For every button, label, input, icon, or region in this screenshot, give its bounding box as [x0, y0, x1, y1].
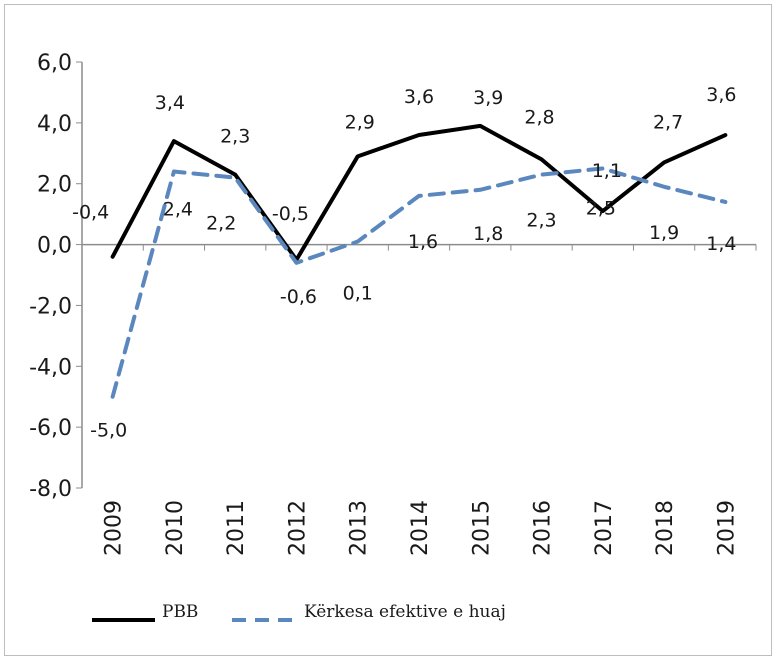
- data-labels: -0,4 3,4 2,3 -0,5 2,9 3,6 3,9 2,8 1,1 2,7 3,6 -5,0 2…: [72, 84, 736, 442]
- data-label-pbb: 3,4: [155, 92, 185, 114]
- data-label-pbb: 3,6: [706, 84, 736, 106]
- series-line-kerkesa: [110, 166, 728, 399]
- x-tick-label: 2019: [714, 500, 739, 556]
- data-label-kerkesa: 2,3: [526, 210, 556, 232]
- legend-label-pbb: PBB: [162, 602, 198, 622]
- y-tick-label: 2,0: [37, 173, 72, 198]
- data-label-pbb: 3,9: [473, 87, 503, 109]
- data-label-pbb: 2,3: [220, 126, 250, 148]
- legend: PBB Kërkesa efektive e huaj: [92, 602, 506, 622]
- x-tick-label: 2015: [469, 500, 494, 556]
- data-label-pbb: 2,8: [524, 106, 554, 128]
- series-lines: [110, 123, 728, 399]
- data-label-pbb: -0,5: [272, 203, 309, 225]
- x-tick-label: 2010: [163, 500, 188, 556]
- data-label-pbb: 2,7: [653, 111, 683, 133]
- data-label-kerkesa: 1,6: [408, 231, 438, 253]
- data-label-kerkesa: -0,6: [280, 286, 317, 308]
- data-label-kerkesa: 2,2: [206, 213, 236, 235]
- x-tick-label: 2018: [653, 500, 678, 556]
- x-tick-label: 2016: [531, 500, 556, 556]
- x-tick-label: 2012: [285, 500, 310, 556]
- x-tick-label: 2017: [592, 500, 617, 556]
- data-label-pbb: 3,6: [404, 86, 434, 108]
- data-label-kerkesa: 1,4: [706, 233, 736, 255]
- x-axis-ticks: 2009 2010 2011 2012 2013 2014 2015 2016 2017 2018…: [102, 500, 740, 556]
- data-label-pbb: -0,4: [72, 202, 109, 224]
- series-line-pbb: [110, 123, 728, 262]
- data-label-pbb: 2,9: [345, 111, 375, 133]
- data-label-kerkesa: 2,5: [586, 198, 616, 220]
- data-label-kerkesa: -5,0: [90, 420, 127, 442]
- y-tick-label: 0,0: [37, 234, 72, 259]
- data-label-kerkesa: 1,8: [473, 223, 503, 245]
- y-tick-label: -2,0: [29, 294, 72, 319]
- y-tick-label: -8,0: [29, 477, 72, 502]
- x-tick-label: 2009: [102, 500, 127, 556]
- legend-label-kerkesa: Kërkesa efektive e huaj: [304, 602, 506, 622]
- data-label-kerkesa: 2,4: [163, 199, 193, 221]
- y-axis-ticks: 6,0 4,0 2,0 0,0 -2,0 -4,0 -6,0 -8,0: [29, 51, 82, 502]
- data-label-kerkesa: 1,9: [649, 222, 679, 244]
- data-label-pbb: 1,1: [592, 160, 622, 182]
- axes: [81, 62, 757, 488]
- y-tick-label: 6,0: [37, 51, 72, 76]
- y-tick-label: -6,0: [29, 416, 72, 441]
- y-tick-label: 4,0: [37, 112, 72, 137]
- x-tick-label: 2011: [224, 500, 249, 556]
- data-label-kerkesa: 0,1: [343, 283, 373, 305]
- x-tick-label: 2013: [347, 500, 372, 556]
- y-tick-label: -4,0: [29, 355, 72, 380]
- x-tick-label: 2014: [408, 500, 433, 556]
